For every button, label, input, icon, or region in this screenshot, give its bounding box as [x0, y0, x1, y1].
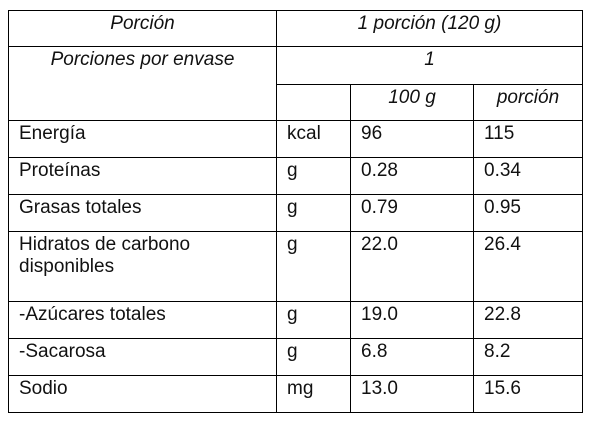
unit-cell: g [276, 157, 351, 195]
per-100g-cell: 0.28 [350, 157, 474, 195]
per-100g-cell: 96 [350, 120, 474, 158]
per-100g: 6.8 [361, 341, 388, 362]
col-portion: porción [473, 84, 583, 121]
per-portion: 115 [484, 123, 515, 144]
unit-cell: g [276, 338, 351, 376]
per-portion-cell: 115 [473, 120, 583, 158]
per-100g-cell: 19.0 [350, 301, 474, 339]
col-100g: 100 g [350, 84, 474, 121]
per-portion: 26.4 [484, 234, 521, 255]
per-100g: 0.28 [361, 160, 398, 181]
per-100g: 0.79 [361, 197, 398, 218]
nutrient-row: -Azúcares totales g 19.0 22.8 [8, 301, 583, 339]
nutrient-row: Grasas totales g 0.79 0.95 [8, 194, 583, 232]
unit: g [287, 234, 298, 255]
per-portion-cell: 26.4 [473, 231, 583, 302]
nutrient-row: Hidratos de carbono disponibles g 22.0 26.4 [8, 231, 583, 302]
unit-cell: g [276, 194, 351, 232]
nutrient-name-cell: Sodio [8, 375, 277, 413]
per-portion: 15.6 [484, 378, 521, 399]
nutrient-name: Hidratos de carbono disponibles [19, 234, 191, 277]
unit-cell: g [276, 301, 351, 339]
nutrient-name: Proteínas [19, 160, 101, 181]
nutrient-name-cell: Energía [8, 120, 277, 158]
per-portion-cell: 15.6 [473, 375, 583, 413]
nutrient-name-cell: -Sacarosa [8, 338, 277, 376]
per-100g: 96 [361, 123, 383, 144]
per-portion-cell: 8.2 [473, 338, 583, 376]
per-100g-cell: 6.8 [350, 338, 474, 376]
unit: mg [287, 378, 314, 399]
unit-cell: mg [276, 375, 351, 413]
unit: kcal [287, 123, 321, 144]
nutrient-name: Energía [19, 123, 86, 144]
nutrient-name-cell: Grasas totales [8, 194, 277, 232]
servings-label: Porciones por envase [8, 46, 277, 121]
per-100g: 19.0 [361, 304, 398, 325]
unit: g [287, 341, 298, 362]
per-portion: 22.8 [484, 304, 521, 325]
unit: g [287, 304, 298, 325]
nutrient-row: Energía kcal 96 115 [8, 120, 583, 158]
per-portion-cell: 0.95 [473, 194, 583, 232]
per-100g: 22.0 [361, 234, 398, 255]
nutrient-name-cell: Hidratos de carbono disponibles [8, 231, 277, 302]
nutrient-name-cell: -Azúcares totales [8, 301, 277, 339]
header-row: Porciones por envase 1 [8, 46, 583, 121]
nutrient-row: Sodio mg 13.0 15.6 [8, 375, 583, 413]
nutrient-name-cell: Proteínas [8, 157, 277, 195]
unit-cell: kcal [276, 120, 351, 158]
portion-value: 1 porción (120 g) [276, 10, 583, 47]
per-100g-cell: 0.79 [350, 194, 474, 232]
nutrition-table: Porción 1 porción (120 g) Porciones por … [8, 10, 583, 413]
unit: g [287, 197, 298, 218]
nutrient-name: Sodio [19, 378, 68, 399]
table-body: Porción 1 porción (120 g) Porciones por … [8, 10, 583, 413]
unit: g [287, 160, 298, 181]
per-portion: 0.34 [484, 160, 521, 181]
nutrient-name: -Azúcares totales [19, 304, 166, 325]
nutrient-name: Grasas totales [19, 197, 142, 218]
portion-label: Porción [8, 10, 277, 47]
per-portion: 0.95 [484, 197, 521, 218]
nutrient-row: Proteínas g 0.28 0.34 [8, 157, 583, 195]
per-100g-cell: 22.0 [350, 231, 474, 302]
per-portion-cell: 22.8 [473, 301, 583, 339]
header-row: Porción 1 porción (120 g) [8, 10, 583, 47]
per-100g: 13.0 [361, 378, 398, 399]
nutrient-row: -Sacarosa g 6.8 8.2 [8, 338, 583, 376]
per-100g-cell: 13.0 [350, 375, 474, 413]
empty-cell [276, 84, 351, 121]
servings-value: 1 [276, 46, 583, 85]
per-portion-cell: 0.34 [473, 157, 583, 195]
per-portion: 8.2 [484, 341, 511, 362]
nutrient-name: -Sacarosa [19, 341, 106, 362]
unit-cell: g [276, 231, 351, 302]
